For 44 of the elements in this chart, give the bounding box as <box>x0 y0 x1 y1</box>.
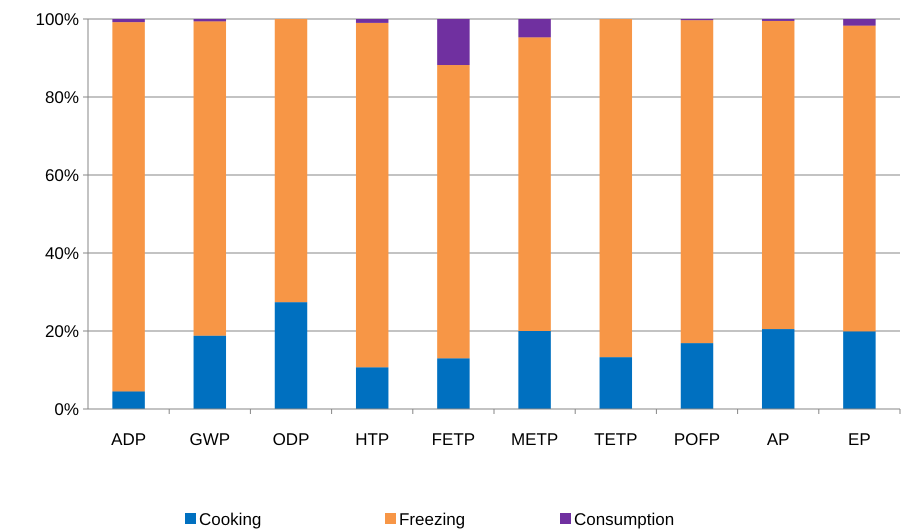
bar <box>518 37 551 331</box>
x-tick-label: GWP <box>189 430 230 449</box>
x-tick-label: AP <box>766 430 790 449</box>
bar <box>194 336 226 409</box>
x-tick-label: ODP <box>272 430 310 449</box>
bar <box>356 19 388 23</box>
y-tick-label: 0% <box>54 400 79 419</box>
bar <box>437 358 470 409</box>
legend-label: Freezing <box>399 510 466 529</box>
bar <box>843 331 876 409</box>
x-tick-label: HTP <box>355 430 390 449</box>
bar <box>356 367 388 409</box>
x-tick-label: POFP <box>674 430 720 449</box>
bar <box>762 20 794 330</box>
bar <box>600 19 632 358</box>
bar <box>843 19 876 26</box>
legend-label: Cooking <box>199 510 262 529</box>
x-tick-label: TETP <box>594 430 638 449</box>
bar <box>437 65 470 358</box>
y-tick-label: 80% <box>44 88 79 107</box>
bar <box>274 19 308 302</box>
bar <box>112 22 145 392</box>
x-tick-label: EP <box>848 430 871 449</box>
x-tick-label: ADP <box>111 430 146 449</box>
y-tick-label: 60% <box>44 166 79 185</box>
bar <box>437 19 470 66</box>
x-tick-label: FETP <box>432 430 476 449</box>
bar <box>680 20 714 344</box>
legend-label: Consumption <box>574 510 674 529</box>
bar <box>762 329 794 409</box>
bar <box>356 22 388 368</box>
bar <box>518 331 551 409</box>
y-tick-label: 100% <box>36 10 79 29</box>
bar <box>274 302 308 409</box>
x-tick-label: METP <box>510 430 558 449</box>
bar <box>518 19 551 38</box>
bar <box>112 391 145 409</box>
y-tick-label: 40% <box>44 244 79 263</box>
bar <box>194 21 226 336</box>
bar <box>600 357 632 409</box>
bar <box>680 343 714 409</box>
y-tick-label: 20% <box>44 322 79 341</box>
bar <box>112 19 145 22</box>
bar <box>843 26 876 332</box>
